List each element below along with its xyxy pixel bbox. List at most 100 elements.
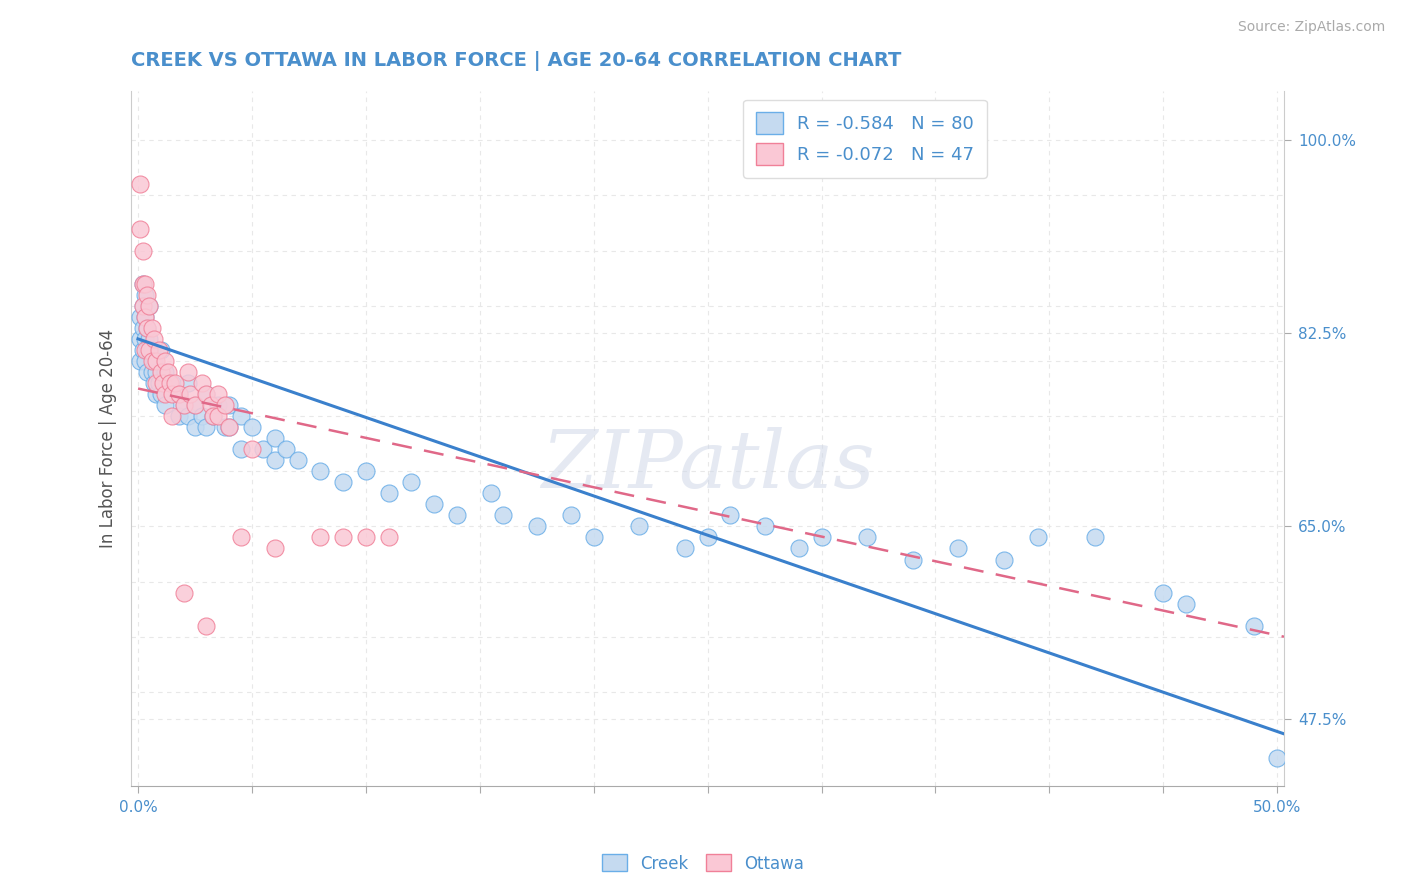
- Point: [354, 531, 377, 545]
- Point: [149, 365, 172, 379]
- Point: [136, 365, 159, 379]
- Y-axis label: In Labor Force | Age 20-64: In Labor Force | Age 20-64: [100, 328, 117, 548]
- Point: [129, 221, 152, 235]
- Point: [138, 343, 160, 357]
- Point: [138, 332, 160, 346]
- Point: [195, 387, 218, 401]
- Point: [191, 409, 214, 423]
- Point: [145, 365, 167, 379]
- Point: [177, 409, 200, 423]
- Point: [134, 310, 156, 324]
- Point: [141, 365, 163, 379]
- Point: [131, 343, 153, 357]
- Point: [191, 376, 214, 390]
- Point: [423, 497, 446, 511]
- Point: [143, 332, 166, 346]
- Point: [177, 376, 200, 390]
- Point: [993, 552, 1015, 566]
- Point: [155, 354, 177, 368]
- Point: [131, 277, 153, 291]
- Point: [195, 618, 218, 632]
- Point: [214, 398, 236, 412]
- Point: [179, 387, 201, 401]
- Point: [149, 343, 172, 357]
- Point: [948, 541, 970, 556]
- Point: [184, 398, 207, 412]
- Point: [131, 277, 153, 291]
- Point: [287, 453, 309, 467]
- Point: [718, 508, 741, 523]
- Point: [134, 287, 156, 301]
- Point: [141, 354, 163, 368]
- Point: [218, 420, 240, 434]
- Point: [131, 299, 153, 313]
- Point: [696, 531, 718, 545]
- Point: [377, 531, 399, 545]
- Point: [177, 365, 200, 379]
- Point: [309, 464, 332, 478]
- Point: [134, 343, 156, 357]
- Text: Source: ZipAtlas.com: Source: ZipAtlas.com: [1237, 20, 1385, 34]
- Point: [134, 354, 156, 368]
- Point: [131, 244, 153, 258]
- Point: [332, 475, 354, 490]
- Point: [207, 387, 229, 401]
- Point: [162, 387, 184, 401]
- Point: [136, 321, 159, 335]
- Point: [195, 387, 218, 401]
- Point: [526, 519, 548, 533]
- Point: [479, 486, 502, 500]
- Point: [200, 398, 222, 412]
- Point: [136, 321, 159, 335]
- Point: [134, 277, 156, 291]
- Point: [856, 531, 879, 545]
- Point: [229, 442, 252, 457]
- Point: [167, 387, 190, 401]
- Point: [155, 398, 177, 412]
- Point: [162, 376, 184, 390]
- Point: [218, 420, 240, 434]
- Point: [754, 519, 776, 533]
- Point: [214, 420, 236, 434]
- Point: [145, 376, 167, 390]
- Text: CREEK VS OTTAWA IN LABOR FORCE | AGE 20-64 CORRELATION CHART: CREEK VS OTTAWA IN LABOR FORCE | AGE 20-…: [131, 51, 901, 70]
- Point: [141, 343, 163, 357]
- Point: [131, 299, 153, 313]
- Point: [145, 354, 167, 368]
- Point: [202, 409, 225, 423]
- Point: [252, 442, 274, 457]
- Point: [159, 376, 181, 390]
- Point: [787, 541, 810, 556]
- Point: [167, 387, 190, 401]
- Point: [810, 531, 832, 545]
- Point: [1243, 618, 1265, 632]
- Point: [143, 376, 166, 390]
- Point: [582, 531, 605, 545]
- Point: [138, 299, 160, 313]
- Point: [156, 365, 179, 379]
- Point: [901, 552, 924, 566]
- Point: [263, 453, 285, 467]
- Point: [134, 332, 156, 346]
- Point: [263, 541, 285, 556]
- Point: [129, 332, 152, 346]
- Point: [134, 310, 156, 324]
- Point: [401, 475, 423, 490]
- Point: [309, 531, 332, 545]
- Point: [628, 519, 651, 533]
- Point: [207, 409, 229, 423]
- Point: [184, 398, 207, 412]
- Point: [332, 531, 354, 545]
- Point: [152, 376, 174, 390]
- Point: [173, 398, 195, 412]
- Point: [148, 343, 170, 357]
- Point: [136, 287, 159, 301]
- Point: [141, 321, 163, 335]
- Point: [377, 486, 399, 500]
- Point: [149, 387, 172, 401]
- Point: [1265, 751, 1288, 765]
- Point: [446, 508, 468, 523]
- Point: [491, 508, 513, 523]
- Point: [1084, 531, 1107, 545]
- Point: [167, 409, 190, 423]
